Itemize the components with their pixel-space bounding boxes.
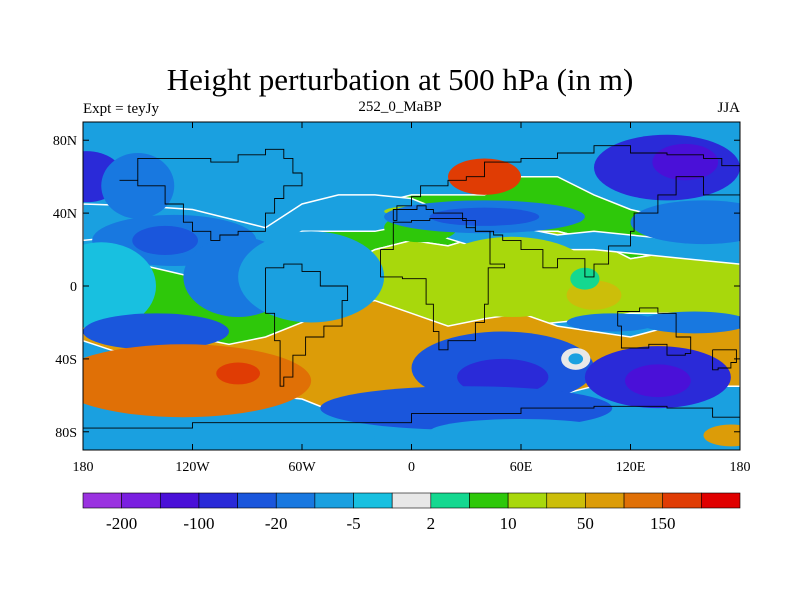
coastline [392,145,740,278]
coastline [265,263,349,387]
field-blob [229,428,375,447]
colorbar-swatch [662,492,702,509]
field-blob [625,364,691,398]
colorbar-label: 10 [500,514,517,533]
colorbar-swatch [237,492,277,509]
colorbar-swatch [701,492,741,509]
colorbar-label: -20 [265,514,288,533]
colorbar-swatch [275,492,316,509]
field-blob [566,313,658,332]
colorbar-label: 150 [650,514,676,533]
colorbar-label: 50 [577,514,594,533]
colorbar-swatch [121,492,161,509]
x-tick-label: 180 [73,460,94,475]
colorbar-swatch [159,492,200,509]
colorbar-swatch [469,492,509,509]
colorbar-label: -100 [183,514,214,533]
field-blob [429,207,540,226]
x-tick-label: 60E [510,460,533,475]
field-blob [238,231,385,323]
field-band [83,194,740,265]
field-blob [568,353,584,365]
colorbar-swatch [314,492,354,509]
experiment-label: Expt = teyJy [83,101,159,117]
field-blob [83,313,229,350]
colorbar-swatch [623,492,664,509]
x-tick-label: 120E [616,460,646,475]
colorbar-swatch [198,492,238,509]
colorbar-swatch [391,492,432,509]
case-label: 252_0_MaBP [358,99,442,115]
field-blob [630,200,740,245]
colorbar-label: 2 [427,514,436,533]
field-blob [703,424,740,447]
coastline [119,148,303,241]
coastline [83,405,740,429]
field-blob [320,386,613,430]
field-blob [216,362,261,385]
y-tick-label: 0 [70,280,77,295]
field-blob [652,143,719,181]
colorbar-swatch [82,492,122,509]
coastline [712,349,737,371]
continent-outlines [83,145,740,429]
field-blob [429,236,594,317]
field-blob [132,225,198,256]
field-blob [429,419,613,445]
field-blob [570,267,600,290]
x-tick-label: 180 [730,460,751,475]
colorbar-label: -5 [346,514,360,533]
x-tick-label: 120W [175,460,210,475]
coastline [380,218,506,351]
colorbar-swatch [430,492,470,509]
y-tick-label: 80S [55,426,77,441]
coastline [617,307,692,356]
contour-field [83,122,740,450]
colorbar-swatch [546,492,586,509]
field-blob [83,242,156,330]
colorbar-swatch [353,492,393,509]
colorbar-swatch [585,492,625,509]
colorbar: -200 -100 -20 -5 2 10 50 150 [82,492,741,533]
y-tick-label: 80N [53,134,77,149]
field-blob [83,344,312,418]
y-tick-label: 40S [55,353,77,368]
axes: 180 120W 60W 0 60E 120E 180 80N 40N 0 40S 80S [53,122,751,475]
y-tick-label: 40N [53,207,77,222]
season-label: JJA [717,100,740,116]
x-tick-label: 0 [408,460,415,475]
colorbar-swatch [507,492,548,509]
field-blob [457,358,549,396]
colorbar-label: -200 [106,514,137,533]
field-blob [639,311,740,334]
chart-title: Height perturbation at 500 hPa (in m) [166,62,634,97]
x-tick-label: 60W [288,460,316,475]
